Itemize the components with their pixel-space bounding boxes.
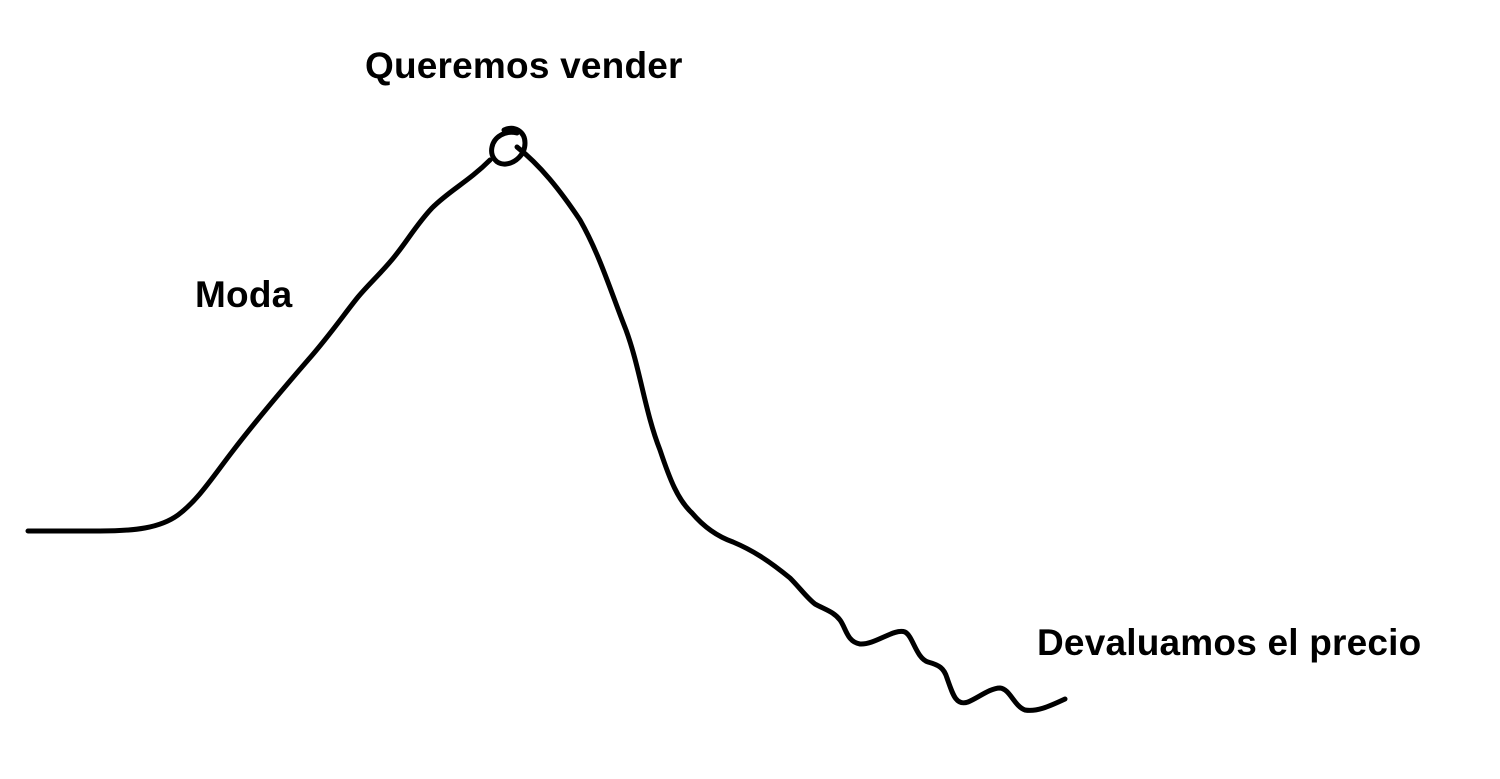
rise-label: Moda bbox=[195, 274, 293, 315]
peak-circle-marker bbox=[489, 125, 528, 167]
decline-label: Devaluamos el precio bbox=[1037, 622, 1422, 663]
peak-label: Queremos vender bbox=[365, 45, 683, 86]
hype-curve-line bbox=[25, 144, 1068, 713]
